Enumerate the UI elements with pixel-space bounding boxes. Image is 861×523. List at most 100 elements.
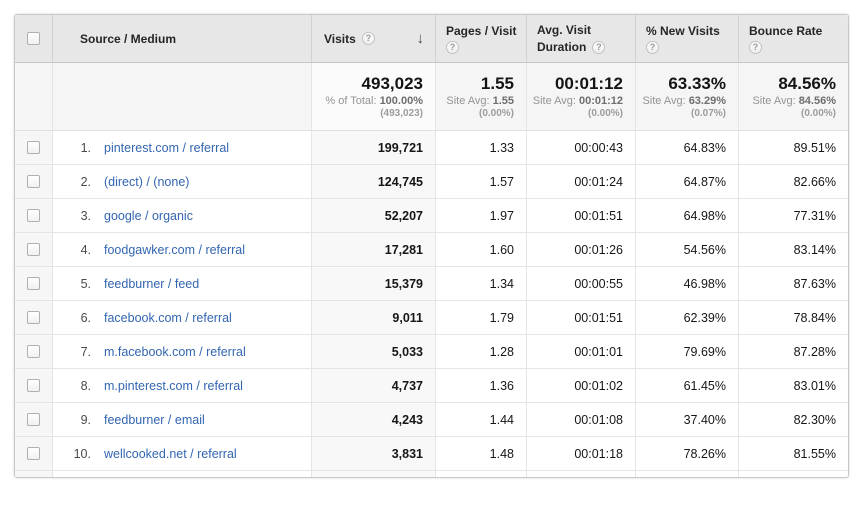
source-medium-cell: 4. foodgawker.com / referral bbox=[52, 233, 311, 266]
row-checkbox[interactable] bbox=[27, 447, 40, 460]
source-medium-link[interactable]: google / organic bbox=[104, 208, 193, 223]
bounce-rate-cell: 78.84% bbox=[738, 301, 848, 334]
visits-cell: 5,033 bbox=[311, 335, 435, 368]
row-rank: 3. bbox=[80, 208, 91, 223]
pages-per-visit-cell: 1.34 bbox=[435, 267, 526, 300]
row-select-cell bbox=[15, 403, 52, 436]
row-select-cell bbox=[15, 233, 52, 266]
avg-visit-duration-cell: 00:00:43 bbox=[526, 131, 635, 164]
bounce-rate-cell: 83.01% bbox=[738, 369, 848, 402]
row-checkbox[interactable] bbox=[27, 413, 40, 426]
source-medium-link[interactable]: feedburner / feed bbox=[104, 276, 200, 291]
avg-visit-duration-cell: 00:01:02 bbox=[526, 369, 635, 402]
summary-bounce-cell: 84.56% Site Avg: 84.56% (0.00%) bbox=[738, 63, 848, 130]
row-checkbox[interactable] bbox=[27, 175, 40, 188]
column-header-label: Pages / Visit bbox=[446, 23, 517, 38]
bounce-rate-cell: 81.55% bbox=[738, 437, 848, 470]
row-checkbox[interactable] bbox=[27, 345, 40, 358]
source-medium-cell: 7. m.facebook.com / referral bbox=[52, 335, 311, 368]
help-icon[interactable]: ? bbox=[446, 40, 459, 54]
summary-row: 493,023 % of Total: 100.00% (493,023) 1.5… bbox=[15, 63, 848, 131]
table-row: 2. (direct) / (none) 124,745 1.57 00:01:… bbox=[15, 165, 848, 199]
avg-visit-duration-cell: 00:01:24 bbox=[526, 165, 635, 198]
source-medium-link[interactable]: feedburner / email bbox=[104, 412, 205, 427]
visits-cell: 124,745 bbox=[311, 165, 435, 198]
table-row: 4. foodgawker.com / referral 17,281 1.60… bbox=[15, 233, 848, 267]
help-icon[interactable]: ? bbox=[646, 40, 659, 54]
footer-new-visits-strip bbox=[635, 471, 738, 477]
column-header-bounce-rate[interactable]: Bounce Rate ? bbox=[738, 15, 848, 62]
avg-visit-duration-cell: 00:00:55 bbox=[526, 267, 635, 300]
new-visits-cell: 79.69% bbox=[635, 335, 738, 368]
help-icon[interactable]: ? bbox=[361, 32, 375, 45]
avg-visit-duration-cell: 00:01:08 bbox=[526, 403, 635, 436]
bounce-rate-cell: 87.28% bbox=[738, 335, 848, 368]
visits-cell: 52,207 bbox=[311, 199, 435, 232]
pages-per-visit-cell: 1.60 bbox=[435, 233, 526, 266]
help-icon[interactable]: ? bbox=[749, 40, 762, 54]
new-visits-cell: 37.40% bbox=[635, 403, 738, 436]
column-header-label: Duration bbox=[537, 40, 587, 54]
summary-pages-cell: 1.55 Site Avg: 1.55 (0.00%) bbox=[435, 63, 526, 130]
row-checkbox[interactable] bbox=[27, 141, 40, 154]
summary-duration-cell: 00:01:12 Site Avg: 00:01:12 (0.00%) bbox=[526, 63, 635, 130]
summary-visits-total: 493,023 bbox=[361, 74, 423, 93]
column-header-visits[interactable]: Visits ? ↓ bbox=[311, 15, 435, 62]
summary-duration-sub: (0.00%) bbox=[587, 108, 623, 119]
summary-pages-value: 1.55 bbox=[480, 74, 514, 93]
row-checkbox[interactable] bbox=[27, 379, 40, 392]
row-select-cell bbox=[15, 437, 52, 470]
summary-visits-pct-of-total: % of Total: 100.00% bbox=[325, 95, 423, 107]
footer-pages-strip bbox=[435, 471, 526, 477]
new-visits-cell: 64.98% bbox=[635, 199, 738, 232]
row-rank: 2. bbox=[80, 174, 91, 189]
bounce-rate-cell: 83.14% bbox=[738, 233, 848, 266]
new-visits-cell: 64.83% bbox=[635, 131, 738, 164]
new-visits-cell: 61.45% bbox=[635, 369, 738, 402]
summary-new-visits-site-avg: Site Avg: 63.29% bbox=[642, 95, 726, 107]
new-visits-cell: 78.26% bbox=[635, 437, 738, 470]
table-row: 1. pinterest.com / referral 199,721 1.33… bbox=[15, 131, 848, 165]
help-icon[interactable]: ? bbox=[592, 40, 606, 54]
row-rank: 5. bbox=[80, 276, 91, 291]
summary-new-visits-cell: 63.33% Site Avg: 63.29% (0.07%) bbox=[635, 63, 738, 130]
row-rank: 8. bbox=[80, 378, 91, 393]
select-all-checkbox[interactable] bbox=[27, 32, 40, 45]
summary-pages-sub: (0.00%) bbox=[478, 108, 514, 119]
table-row: 10. wellcooked.net / referral 3,831 1.48… bbox=[15, 437, 848, 471]
row-checkbox[interactable] bbox=[27, 209, 40, 222]
source-medium-link[interactable]: facebook.com / referral bbox=[104, 310, 232, 325]
source-medium-cell: 9. feedburner / email bbox=[52, 403, 311, 436]
table-header-row: Source / Medium Visits ? ↓ Pages / Visit… bbox=[15, 15, 848, 63]
source-medium-link[interactable]: m.pinterest.com / referral bbox=[104, 378, 243, 393]
table-row: 9. feedburner / email 4,243 1.44 00:01:0… bbox=[15, 403, 848, 437]
source-medium-cell: 10. wellcooked.net / referral bbox=[52, 437, 311, 470]
visits-cell: 9,011 bbox=[311, 301, 435, 334]
column-header-new-visits[interactable]: % New Visits ? bbox=[635, 15, 738, 62]
new-visits-cell: 62.39% bbox=[635, 301, 738, 334]
table-footer-strip bbox=[15, 471, 848, 477]
pages-per-visit-cell: 1.33 bbox=[435, 131, 526, 164]
avg-visit-duration-cell: 00:01:51 bbox=[526, 199, 635, 232]
source-medium-link[interactable]: pinterest.com / referral bbox=[104, 140, 230, 155]
source-medium-link[interactable]: foodgawker.com / referral bbox=[104, 242, 246, 257]
row-rank: 1. bbox=[80, 140, 91, 155]
source-medium-link[interactable]: wellcooked.net / referral bbox=[104, 446, 237, 461]
summary-visits-sub: (493,023) bbox=[380, 108, 423, 119]
select-all-cell bbox=[15, 15, 52, 62]
row-checkbox[interactable] bbox=[27, 311, 40, 324]
source-medium-link[interactable]: (direct) / (none) bbox=[104, 174, 190, 189]
column-header-pages-per-visit[interactable]: Pages / Visit ? bbox=[435, 15, 526, 62]
column-header-avg-visit-duration[interactable]: Avg. Visit Duration ? bbox=[526, 15, 635, 62]
column-header-source-medium[interactable]: Source / Medium bbox=[52, 15, 311, 62]
summary-new-visits-sub: (0.07%) bbox=[690, 108, 726, 119]
footer-source-strip bbox=[52, 471, 311, 477]
row-select-cell bbox=[15, 131, 52, 164]
source-medium-link[interactable]: m.facebook.com / referral bbox=[104, 344, 246, 359]
row-checkbox[interactable] bbox=[27, 243, 40, 256]
source-medium-cell: 1. pinterest.com / referral bbox=[52, 131, 311, 164]
row-select-cell bbox=[15, 199, 52, 232]
row-checkbox[interactable] bbox=[27, 277, 40, 290]
summary-check-cell bbox=[15, 63, 52, 130]
visits-cell: 17,281 bbox=[311, 233, 435, 266]
